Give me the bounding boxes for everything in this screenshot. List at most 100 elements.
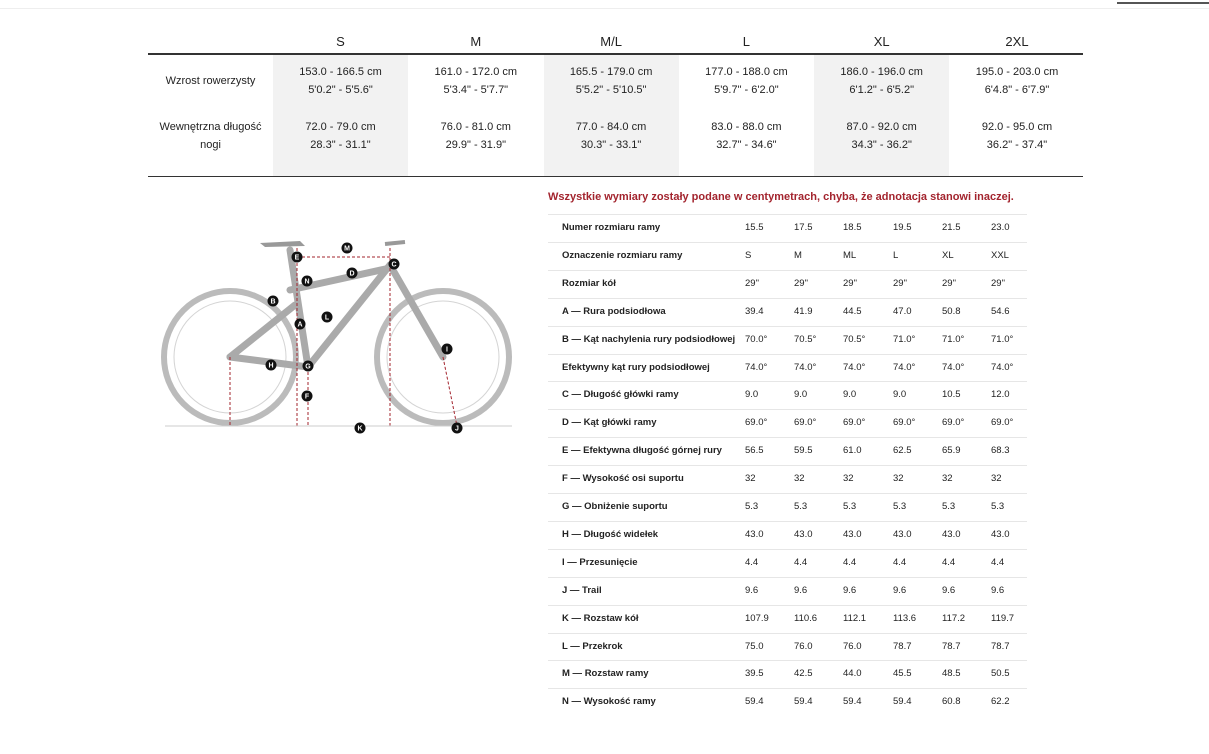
geometry-value: 39.4 [745,305,764,317]
geometry-value: 107.9 [745,612,769,624]
geometry-value: 70.0° [745,333,768,345]
geometry-value: 21.5 [942,222,961,233]
geometry-value: 9.6 [745,584,759,596]
geometry-value: 44.0 [843,668,862,680]
geometry-value: 110.6 [794,612,818,624]
label-dot [354,422,366,434]
row-rule [548,297,1027,299]
geometry-value: 19.5 [893,222,912,233]
geometry-label: Rozmiar kół [562,277,616,289]
size-header: M [470,34,482,49]
geometry-label: L — Przekrok [562,640,623,652]
label-dot [294,318,306,330]
geometry-value: 78.7 [893,640,912,652]
diagram-letter: C [391,262,396,269]
geometry-value: 42.5 [794,668,813,680]
geometry-value: ML [843,249,857,261]
row-rule [548,269,1027,271]
geometry-value: 113.6 [893,612,917,624]
geometry-value: 54.6 [991,305,1010,317]
geometry-value: 69.0° [991,417,1014,429]
geometry-value: 71.0° [991,333,1014,345]
size-value: 36.2" - 37.4" [986,139,1048,151]
size-value: 6'4.8" - 6'7.9" [984,84,1050,96]
geometry-value: 4.4 [794,556,808,568]
diagram-letter: J [455,426,459,433]
geometry-value: 18.5 [843,222,862,233]
label-dot [441,343,453,355]
diagram-letter: H [268,363,273,370]
size-value: 5'5.2" - 5'10.5" [575,84,647,96]
geometry-value: L [893,249,899,261]
geometry-value: 29" [745,277,759,289]
size-value: 6'1.2" - 6'5.2" [849,84,914,96]
geometry-label: D — Kąt główki ramy [562,417,657,429]
geometry-value: 119.7 [991,612,1015,624]
geometry-value: 9.0 [843,389,857,401]
row-rule [548,688,1027,690]
label-dot [301,390,313,402]
geometry-value: XXL [991,249,1009,261]
diagram-letter: F [305,394,310,401]
geometry-value: 9.0 [745,389,759,401]
geometry-value: 43.0 [794,528,813,540]
geometry-value: 59.4 [843,696,862,708]
geometry-value: 4.4 [942,556,956,568]
geometry-value: 74.0° [794,361,817,373]
geometry-value: 32 [745,473,756,485]
diagram-letter: E [295,255,300,262]
bottom-rule [148,176,1083,177]
geometry-value: S [745,249,752,261]
geometry-value: 43.0 [745,528,764,540]
size-value: 161.0 - 172.0 cm [434,66,518,78]
row-rule [548,353,1027,355]
geometry-value: 50.8 [942,305,961,317]
geometry-value: 32 [942,473,953,485]
geometry-value: 4.4 [745,556,759,568]
geometry-value: 71.0° [893,333,916,345]
size-value: 72.0 - 79.0 cm [305,121,376,133]
size-value: 5'3.4" - 5'7.7" [443,84,509,96]
geometry-value: 78.7 [942,640,961,652]
geometry-value: 32 [991,473,1002,485]
geometry-value: 39.5 [745,668,764,680]
row-rule [548,660,1027,662]
geometry-value: 9.0 [893,389,907,401]
size-value: 87.0 - 92.0 cm [846,121,917,133]
geometry-value: 45.5 [893,668,912,680]
size-value: 165.5 - 179.0 cm [569,66,653,78]
size-value: 5'0.2" - 5'5.6" [308,84,373,96]
geometry-value: XL [942,249,954,261]
geometry-value: 41.9 [794,305,813,317]
geometry-value: 9.6 [794,584,808,596]
geometry-value: 59.4 [893,696,912,708]
diagram-letter: K [357,426,362,433]
geometry-label: E — Efektywna długość górnej rury [562,445,722,457]
row-rule [548,520,1027,522]
geometry-value: 70.5° [843,333,866,345]
row-label: Wewnętrzna długość nogi [159,121,262,151]
geometry-value: 68.3 [991,445,1010,457]
geometry-value: 70.5° [794,333,817,345]
row-rule [548,493,1027,494]
geometry-value: 5.3 [794,501,808,512]
geometry-value: 5.3 [843,501,857,512]
geometry-value: 48.5 [942,668,961,680]
geometry-value: 69.0° [745,417,768,429]
geometry-value: 59.4 [745,696,764,708]
col-shade [273,55,408,176]
geometry-value: 69.0° [893,417,916,429]
row-rule [548,632,1027,634]
header-rule [148,53,1083,55]
geometry-value: 29" [942,277,956,289]
label-dot [265,359,277,371]
label-dot [321,311,333,323]
geometry-value: 43.0 [942,528,961,540]
label-dot [301,275,313,287]
diagram-letter: B [270,299,275,306]
geometry-label: Efektywny kąt rury podsiodłowej [562,361,710,373]
size-value: 153.0 - 166.5 cm [299,66,382,78]
geometry-value: 74.0° [745,361,768,373]
geometry-value: 69.0° [794,417,817,429]
